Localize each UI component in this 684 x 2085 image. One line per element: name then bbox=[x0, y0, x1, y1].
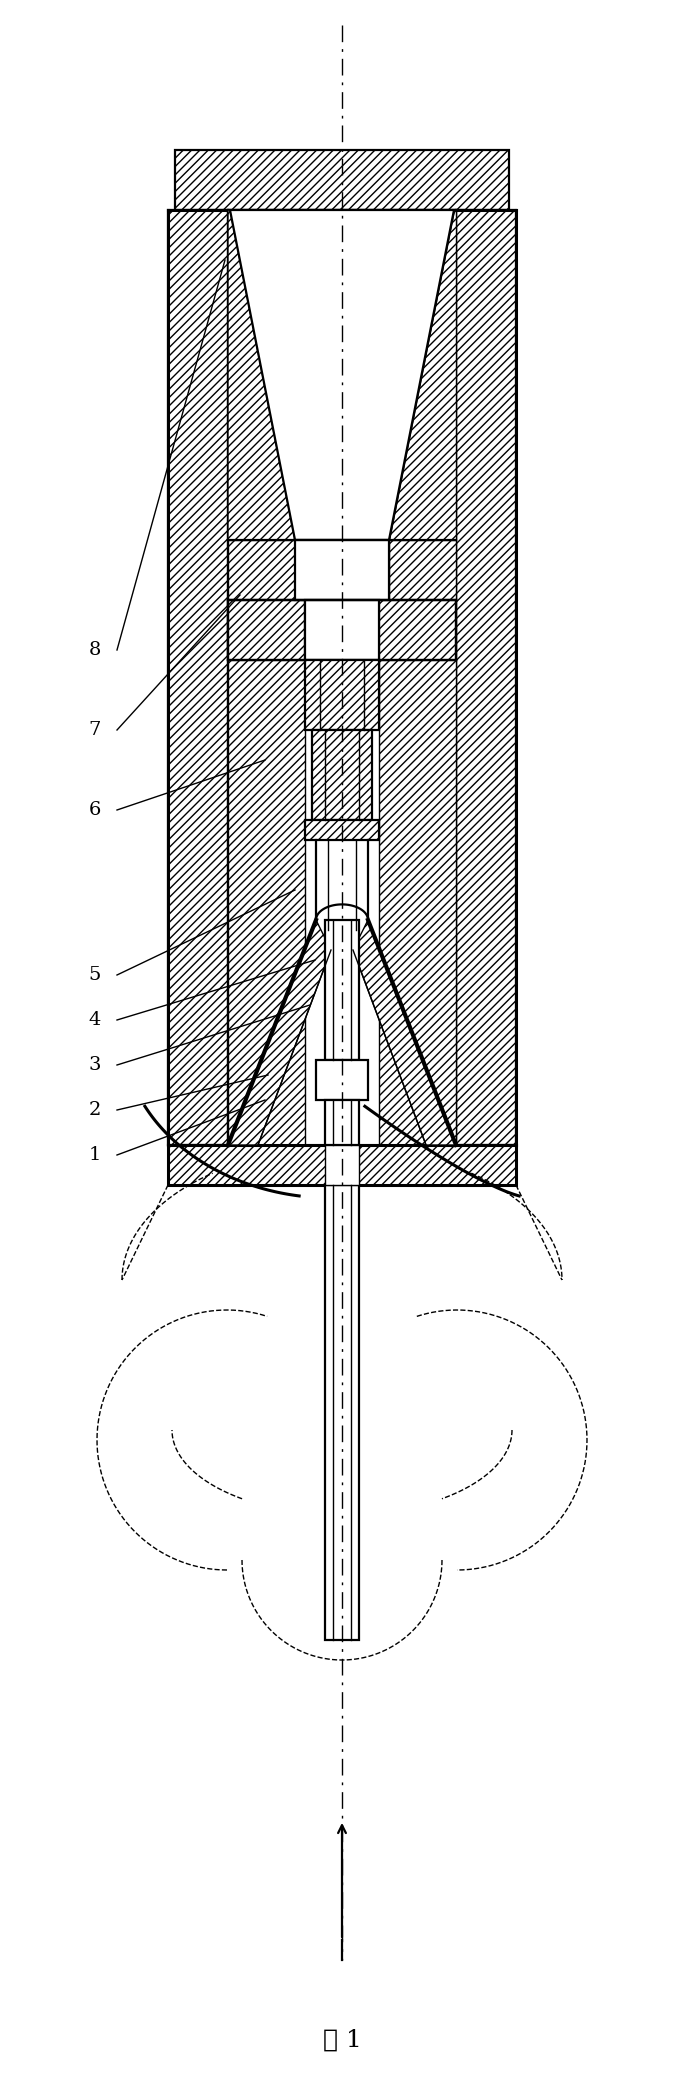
Bar bbox=[325, 1145, 359, 1184]
Text: 8: 8 bbox=[89, 640, 101, 659]
Polygon shape bbox=[228, 540, 295, 600]
Text: 4: 4 bbox=[89, 1011, 101, 1030]
Bar bbox=[316, 1059, 368, 1101]
Polygon shape bbox=[230, 211, 454, 540]
Bar bbox=[325, 1101, 359, 1145]
Polygon shape bbox=[305, 819, 379, 840]
Polygon shape bbox=[389, 211, 456, 540]
Polygon shape bbox=[228, 661, 305, 1145]
Polygon shape bbox=[379, 661, 456, 1145]
Text: 7: 7 bbox=[89, 721, 101, 738]
Text: 6: 6 bbox=[89, 801, 101, 819]
Polygon shape bbox=[175, 150, 509, 211]
Polygon shape bbox=[353, 919, 456, 1145]
Polygon shape bbox=[312, 730, 372, 819]
Text: 1: 1 bbox=[89, 1147, 101, 1163]
Polygon shape bbox=[379, 600, 456, 661]
Polygon shape bbox=[456, 211, 516, 1145]
Polygon shape bbox=[228, 600, 305, 661]
Text: 3: 3 bbox=[89, 1055, 101, 1074]
Polygon shape bbox=[228, 919, 331, 1145]
Bar bbox=[325, 919, 359, 1059]
Text: 5: 5 bbox=[89, 965, 101, 984]
Polygon shape bbox=[168, 211, 228, 1145]
Polygon shape bbox=[168, 1145, 516, 1184]
Bar bbox=[305, 600, 379, 661]
Text: 2: 2 bbox=[89, 1101, 101, 1120]
Text: 图 1: 图 1 bbox=[323, 2029, 361, 2052]
Polygon shape bbox=[389, 540, 456, 600]
Bar bbox=[295, 540, 389, 600]
Polygon shape bbox=[305, 661, 379, 730]
Bar bbox=[325, 1184, 359, 1641]
Polygon shape bbox=[228, 211, 295, 540]
